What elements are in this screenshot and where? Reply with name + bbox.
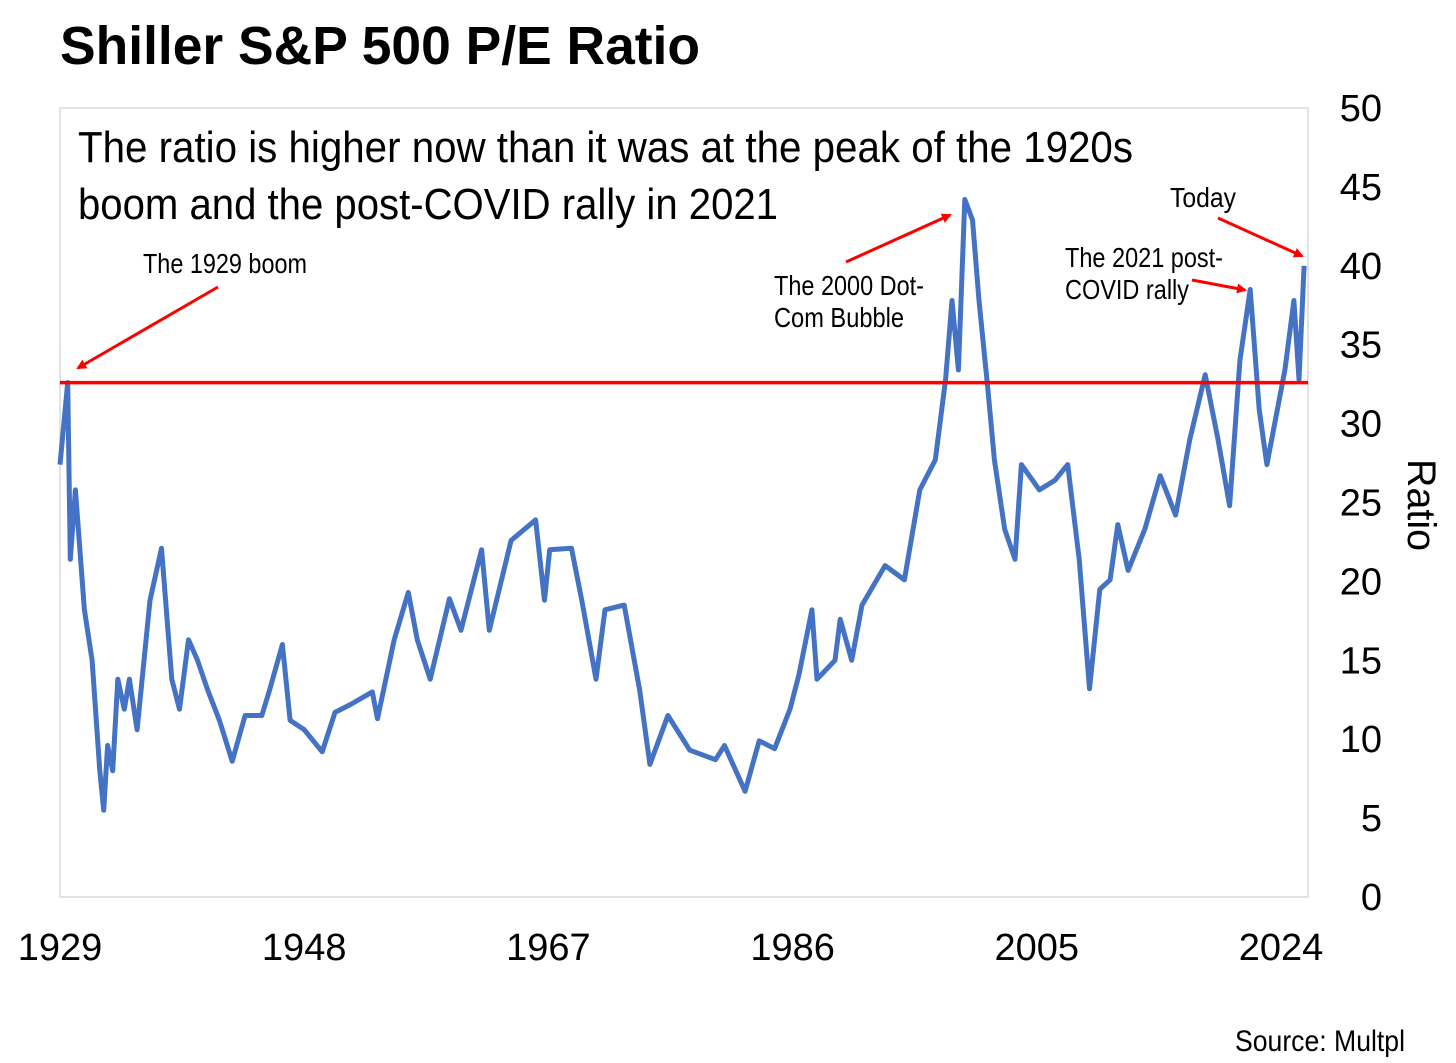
annotation-today: Today — [1170, 182, 1236, 213]
annotation-arrow-today — [1217, 216, 1304, 258]
x-tick-label: 1967 — [506, 927, 591, 969]
annotation-dotcom-line-1: The 2000 Dot- — [774, 270, 924, 301]
x-tick-label: 1948 — [262, 927, 347, 969]
y-tick-label: 0 — [1361, 877, 1382, 919]
y-tick-label: 40 — [1340, 246, 1382, 288]
source-note: Source: Multpl — [1235, 1025, 1405, 1058]
x-tick-label: 1929 — [18, 927, 103, 969]
chart-subtitle-line-2: boom and the post-COVID rally in 2021 — [78, 180, 778, 229]
y-tick-label: 15 — [1340, 640, 1382, 682]
annotation-arrow-covid — [1191, 278, 1247, 294]
x-tick-label: 1986 — [750, 927, 835, 969]
annotation-arrow-1929 — [76, 285, 219, 370]
y-tick-label: 20 — [1340, 561, 1382, 603]
y-tick-label: 35 — [1340, 325, 1382, 367]
annotation-covid-line-1: The 2021 post- — [1065, 242, 1223, 273]
plot-area — [59, 107, 1309, 898]
y-tick-label: 10 — [1340, 719, 1382, 761]
annotation-arrow-dotcom — [845, 213, 952, 264]
y-tick-label: 25 — [1340, 483, 1382, 525]
chart-subtitle-line-1: The ratio is higher now than it was at t… — [78, 123, 1133, 172]
x-tick-label: 2005 — [995, 927, 1080, 969]
y-tick-label: 45 — [1340, 167, 1382, 209]
y-axis-label: Ratio — [1399, 459, 1443, 551]
y-tick-label: 5 — [1361, 798, 1382, 840]
annotation-1929-boom: The 1929 boom — [143, 248, 307, 279]
series-line-shiller-pe — [57, 197, 1307, 813]
chart-title: Shiller S&P 500 P/E Ratio — [60, 16, 700, 76]
y-tick-label: 30 — [1340, 404, 1382, 446]
y-tick-label: 50 — [1340, 88, 1382, 130]
x-tick-label: 2024 — [1239, 927, 1324, 969]
annotation-covid-line-2: COVID rally — [1065, 274, 1189, 305]
annotation-dotcom-line-2: Com Bubble — [774, 302, 904, 333]
